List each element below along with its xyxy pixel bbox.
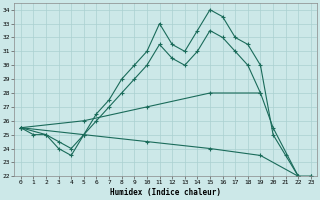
- X-axis label: Humidex (Indice chaleur): Humidex (Indice chaleur): [110, 188, 221, 197]
